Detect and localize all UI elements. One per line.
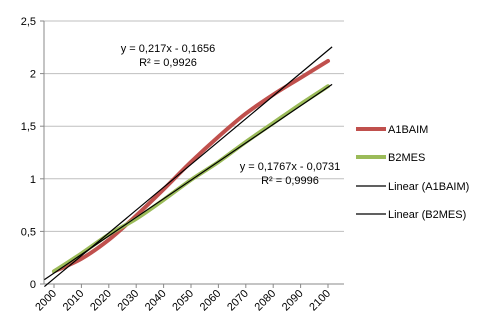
y-tick-label-2: 1 [30,174,36,186]
legend-label-linear-a1baim: Linear (A1BAIM) [388,181,469,193]
trend-a1baim-equation: y = 0,217x - 0,1656 [121,43,215,55]
y-tick-label-0: 0 [30,279,36,291]
trendline-layer [44,46,333,288]
trend-b2mes-equation: y = 0,1767x - 0,0731 [240,161,341,173]
y-tick-label-3: 1,5 [21,121,36,133]
legend-label-a1baim: A1BAIM [388,124,428,136]
legend-label-b2mes: B2MES [388,152,425,164]
trend-a1baim-r2: R² = 0,9926 [139,57,197,69]
legend-label-linear-b2mes: Linear (B2MES) [388,209,466,221]
y-tick-labels: 0 0,5 1 1,5 2 2,5 [21,16,36,291]
y-tick-label-5: 2,5 [21,16,36,28]
y-tick-label-4: 2 [30,69,36,81]
legend: A1BAIM B2MES Linear (A1BAIM) Linear (B2M… [356,124,469,221]
y-tick-label-1: 0,5 [21,226,36,238]
trendline-1 [44,83,333,281]
axes [40,20,344,288]
trend-b2mes-r2: R² = 0,9996 [261,175,319,187]
